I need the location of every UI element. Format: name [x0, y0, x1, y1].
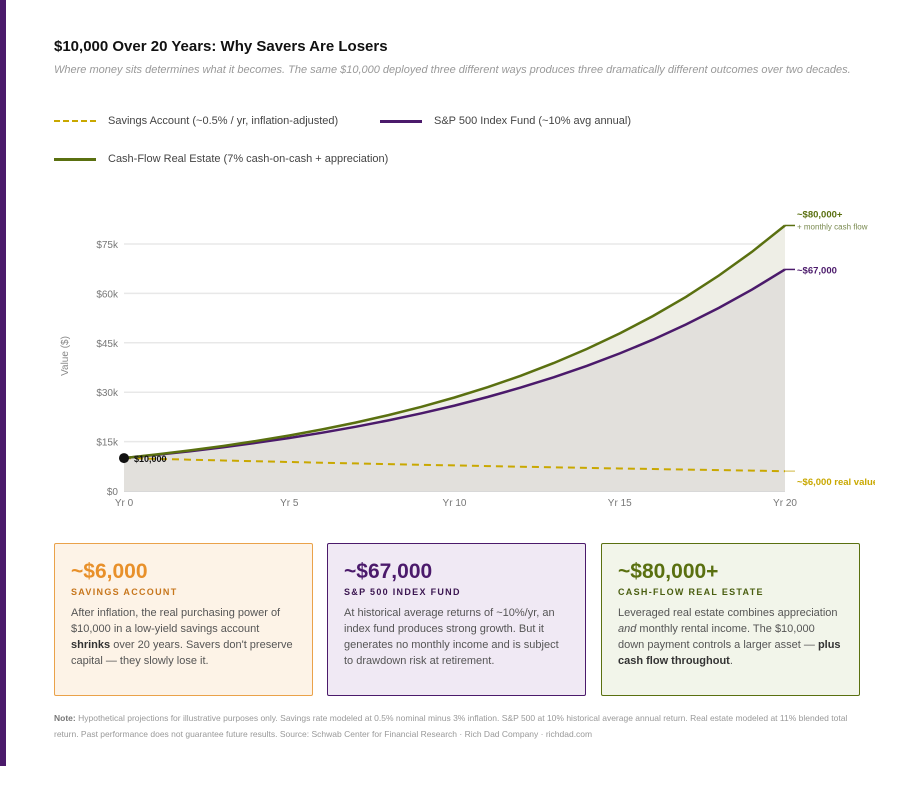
- card-realestate: ~$80,000+ CASH-FLOW REAL ESTATE Leverage…: [601, 543, 860, 696]
- chart-title: $10,000 Over 20 Years: Why Savers Are Lo…: [54, 38, 388, 55]
- x-tick-label: Yr 15: [608, 498, 632, 509]
- legend-label: Savings Account (~0.5% / yr, inflation-a…: [108, 115, 339, 127]
- card-value: ~$80,000+: [618, 560, 719, 583]
- card-label: SAVINGS ACCOUNT: [71, 587, 178, 597]
- legend-label: Cash-Flow Real Estate (7% cash-on-cash +…: [108, 153, 389, 165]
- y-tick-label: $75k: [96, 240, 119, 251]
- realestate-end-sublabel: + monthly cash flow: [797, 222, 868, 231]
- y-tick-label: $45k: [96, 339, 119, 350]
- sp500-end-label: ~$67,000: [797, 265, 837, 276]
- card-text: At historical average returns of ~10%/yr…: [344, 607, 559, 667]
- chart-subtitle: Where money sits determines what it beco…: [54, 64, 851, 76]
- legend-label: S&P 500 Index Fund (~10% avg annual): [434, 115, 632, 127]
- card-value: ~$67,000: [344, 560, 433, 583]
- line-chart: $0 $15k $30k $45k $60k $75k Yr 0 Yr 5 Yr 10 Yr 15…: [60, 209, 875, 509]
- card-label: S&P 500 INDEX FUND: [344, 587, 461, 597]
- legend-swatch-savings: [54, 120, 96, 122]
- legend-item-savings: Savings Account (~0.5% / yr, inflation-a…: [54, 115, 338, 127]
- realestate-end-label: ~$80,000+: [797, 209, 843, 220]
- card-sp500: ~$67,000 S&P 500 INDEX FUND At historica…: [327, 543, 586, 696]
- footnote: Note: Hypothetical projections for illus…: [54, 713, 848, 739]
- y-tick-label: $15k: [96, 438, 119, 449]
- x-tick-label: Yr 20: [773, 498, 797, 509]
- y-tick-label: $60k: [96, 289, 119, 300]
- y-tick-label: $30k: [96, 388, 119, 399]
- accent-bar: [0, 0, 6, 766]
- card-value: ~$6,000: [71, 560, 148, 583]
- y-axis-label: Value ($): [60, 336, 71, 376]
- legend-item-realestate: Cash-Flow Real Estate (7% cash-on-cash +…: [54, 153, 388, 165]
- card-text: Leveraged real estate combines appreciat…: [618, 607, 841, 667]
- legend-swatch-realestate: [54, 157, 96, 161]
- card-savings: ~$6,000 SAVINGS ACCOUNT After inflation,…: [54, 543, 313, 696]
- sp500-line: [123, 268, 786, 460]
- x-tick-label: Yr 10: [443, 498, 467, 509]
- card-label: CASH-FLOW REAL ESTATE: [618, 587, 764, 597]
- y-tick-label: $0: [107, 487, 119, 498]
- start-point: [119, 453, 129, 464]
- card-text: After inflation, the real purchasing pow…: [71, 607, 293, 667]
- realestate-line: [123, 224, 786, 460]
- savings-end-label: ~$6,000 real value: [797, 477, 875, 488]
- savings-line: [123, 457, 786, 473]
- legend-swatch-sp500: [380, 119, 422, 123]
- sp500-area: [124, 269, 785, 491]
- start-value-label: $10,000: [134, 454, 167, 464]
- x-tick-label: Yr 0: [115, 498, 134, 509]
- x-tick-label: Yr 5: [280, 498, 299, 509]
- legend-item-sp500: S&P 500 Index Fund (~10% avg annual): [380, 115, 631, 127]
